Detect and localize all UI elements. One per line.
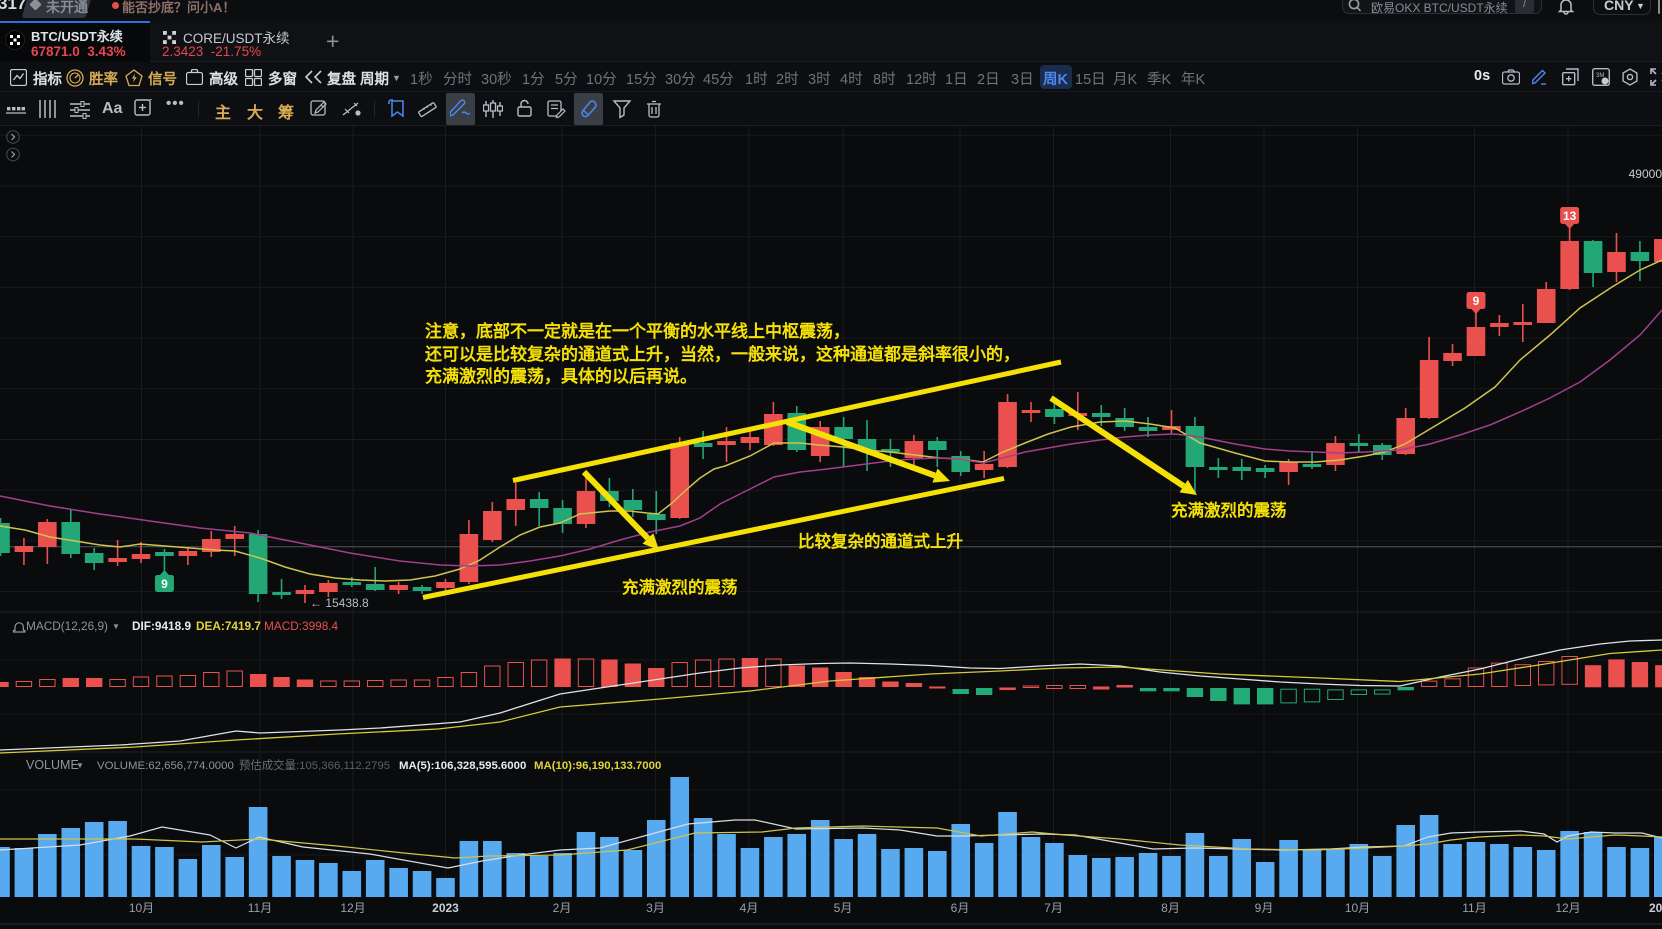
svg-text:充满激烈的震荡，具体的以后再说。: 充满激烈的震荡，具体的以后再说。 xyxy=(425,366,697,386)
svg-text:12月: 12月 xyxy=(340,901,365,915)
svg-text:8月: 8月 xyxy=(1161,901,1180,915)
svg-text:7月: 7月 xyxy=(1044,901,1063,915)
svg-text:11月: 11月 xyxy=(248,901,272,915)
svg-text:预估成交量:105,366,112.2795: 预估成交量:105,366,112.2795 xyxy=(239,758,390,772)
svg-text:MA(5):106,328,595.6000: MA(5):106,328,595.6000 xyxy=(399,760,526,772)
svg-text:MACD:3998.4: MACD:3998.4 xyxy=(264,619,339,633)
svg-text:3月: 3月 xyxy=(646,901,665,915)
svg-text:10月: 10月 xyxy=(1345,901,1370,915)
svg-text:VOLUME: VOLUME xyxy=(26,758,79,772)
svg-text:11月: 11月 xyxy=(1462,901,1486,915)
svg-text:注意，底部不一定就是在一个平衡的水平线上中枢震荡，: 注意，底部不一定就是在一个平衡的水平线上中枢震荡， xyxy=(425,321,850,341)
svg-text:9: 9 xyxy=(1473,294,1480,308)
svg-text:充满激烈的震荡: 充满激烈的震荡 xyxy=(1171,500,1287,520)
svg-text:20: 20 xyxy=(1649,901,1662,915)
svg-text:6月: 6月 xyxy=(951,901,970,915)
svg-text:9: 9 xyxy=(161,577,168,591)
svg-text:49000: 49000 xyxy=(1629,167,1662,181)
svg-text:3M: 3M xyxy=(1596,73,1604,79)
svg-text:5月: 5月 xyxy=(834,901,853,915)
svg-text:13: 13 xyxy=(1563,209,1577,223)
svg-text:充满激烈的震荡: 充满激烈的震荡 xyxy=(622,577,738,597)
svg-text:VOLUME:62,656,774.0000: VOLUME:62,656,774.0000 xyxy=(97,760,234,772)
svg-text:2月: 2月 xyxy=(553,901,572,915)
svg-text:MA(10):96,190,133.7000: MA(10):96,190,133.7000 xyxy=(534,760,661,772)
svg-text:DIF:9418.9: DIF:9418.9 xyxy=(132,619,191,633)
svg-text:比较复杂的通道式上升: 比较复杂的通道式上升 xyxy=(798,531,963,551)
svg-text:4月: 4月 xyxy=(740,901,759,915)
svg-text:DEA:7419.7: DEA:7419.7 xyxy=(196,619,261,633)
svg-text:MACD(12,26,9): MACD(12,26,9) xyxy=(26,619,108,633)
svg-text:12月: 12月 xyxy=(1555,901,1580,915)
svg-text:▼: ▼ xyxy=(76,761,84,770)
svg-text:▼: ▼ xyxy=(112,622,120,631)
svg-text:9月: 9月 xyxy=(1255,901,1274,915)
svg-text:还可以是比较复杂的通道式上升，当然，一般来说，这种通道都是斜: 还可以是比较复杂的通道式上升，当然，一般来说，这种通道都是斜率很小的， xyxy=(424,344,1020,364)
svg-text:← 15438.8: ← 15438.8 xyxy=(310,596,369,610)
svg-text:10月: 10月 xyxy=(129,901,154,915)
svg-text:2023: 2023 xyxy=(432,901,459,915)
